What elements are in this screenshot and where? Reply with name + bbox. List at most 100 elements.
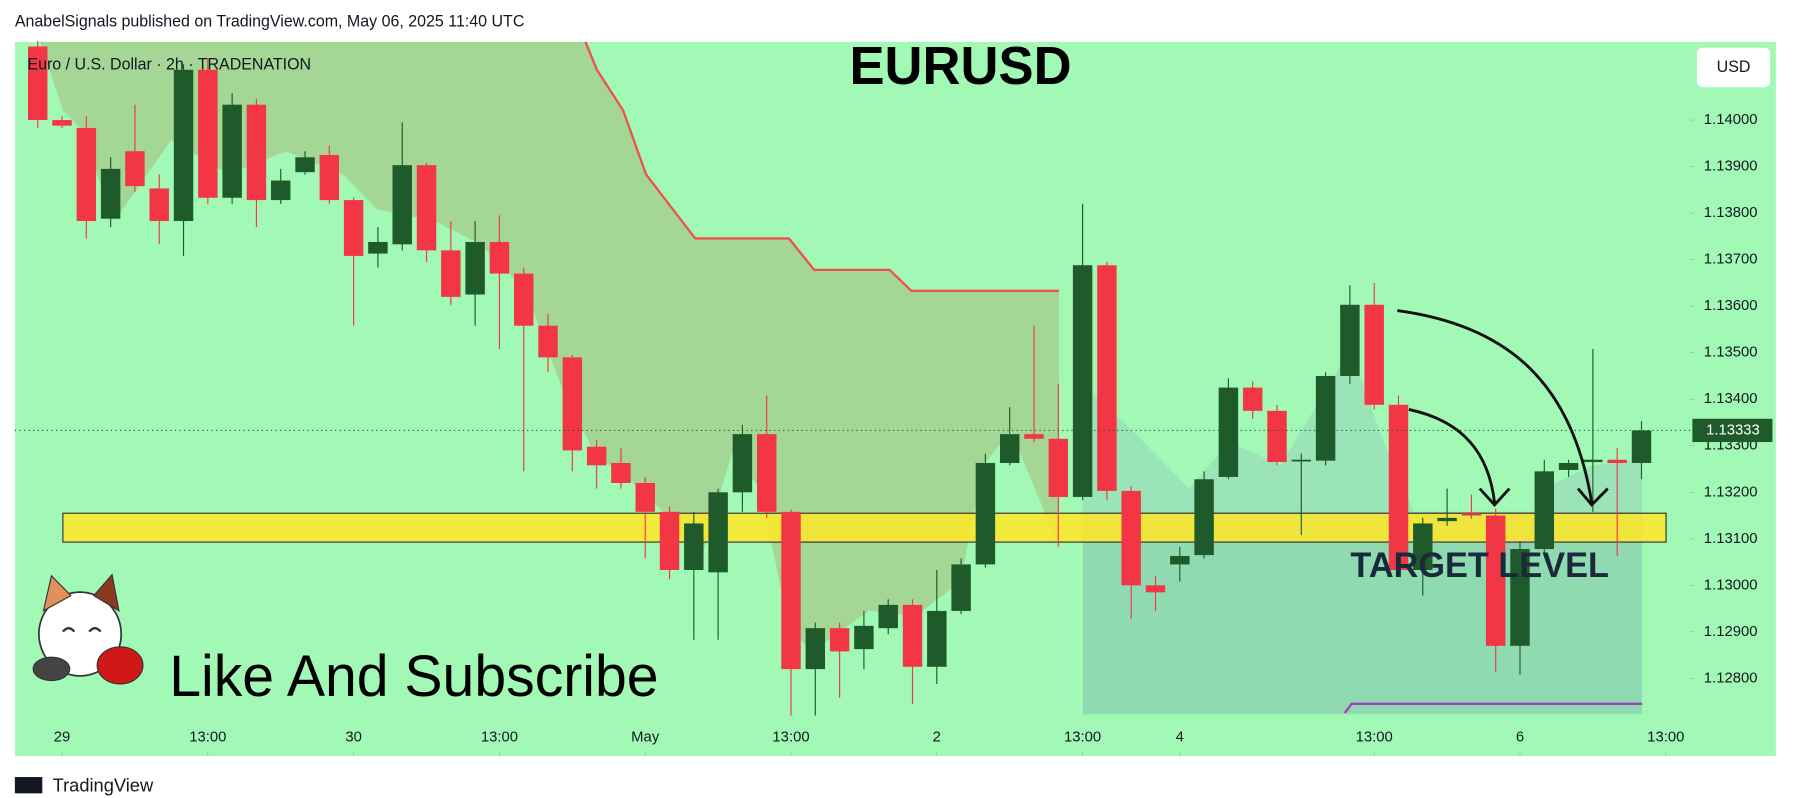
footer-brand: TradingView — [53, 774, 154, 795]
candle-body — [28, 46, 48, 121]
candle-body — [1218, 387, 1239, 477]
candle-body — [1340, 304, 1360, 376]
candle-body — [635, 482, 655, 512]
candle-body — [271, 180, 291, 201]
x-tick-label: 30 — [345, 728, 362, 745]
candle-body — [1315, 375, 1336, 461]
candle-body — [173, 69, 194, 222]
y-tick-label: 1.14000 — [1704, 111, 1758, 128]
candle-body — [100, 168, 121, 219]
x-tick-label: 2 — [933, 728, 941, 745]
subscribe-label: Like And Subscribe — [169, 644, 658, 709]
x-tick-label: 13:00 — [481, 728, 518, 745]
x-tick-label: 13:00 — [772, 728, 809, 745]
candle-body — [1534, 471, 1555, 550]
y-tick-label: 1.13600 — [1704, 297, 1758, 314]
candle-body — [1607, 459, 1627, 463]
x-tick-label: 13:00 — [189, 728, 226, 745]
candle-body — [319, 154, 340, 201]
candle-body — [611, 462, 631, 483]
candle-body — [1413, 523, 1433, 570]
symbol-info: Euro / U.S. Dollar · 2h · TRADENATION — [27, 55, 311, 73]
candle-body — [295, 157, 315, 173]
candle-body — [1048, 438, 1069, 497]
y-tick-label: 1.12800 — [1704, 669, 1758, 686]
candle-body — [708, 492, 728, 573]
logo-mark — [14, 777, 43, 794]
x-tick-label: 6 — [1516, 728, 1524, 745]
currency-box[interactable] — [1696, 47, 1771, 88]
candle-body — [684, 523, 704, 570]
candle-body — [1024, 434, 1044, 439]
candle-body — [222, 104, 242, 198]
candle-body — [1558, 462, 1579, 470]
candle-body — [52, 120, 72, 126]
candle-body — [927, 610, 947, 667]
y-tick-label: 1.13900 — [1704, 157, 1758, 174]
candle-body — [465, 241, 485, 295]
candle-body — [1631, 430, 1652, 463]
candle-body — [1121, 490, 1141, 586]
candle-body — [198, 69, 218, 198]
indicator-line — [1343, 702, 1643, 714]
candle-body — [1097, 265, 1117, 491]
candle-body — [368, 241, 388, 254]
candle-body — [1485, 515, 1506, 646]
chart-title: EURUSD — [849, 37, 1071, 97]
candle-body — [854, 625, 874, 650]
candle-body — [829, 628, 850, 652]
candle-body — [1437, 517, 1457, 522]
x-tick-label: 13:00 — [1064, 728, 1101, 745]
candle-body — [1072, 265, 1093, 497]
candle-body — [659, 511, 680, 570]
candle-body — [514, 273, 534, 326]
candle-body — [732, 434, 753, 493]
candle-body — [1388, 404, 1409, 570]
candle-body — [1170, 556, 1190, 565]
candle-body — [975, 462, 996, 565]
candle-body — [149, 188, 169, 222]
candle-body — [76, 127, 97, 222]
currency-label: USD — [1717, 58, 1751, 76]
mascot — [32, 573, 144, 685]
candle-body — [1364, 304, 1384, 405]
x-tick-label: May — [631, 728, 660, 745]
header: AnabelSignals published on TradingView.c… — [15, 12, 525, 30]
candle-body — [951, 564, 971, 611]
y-tick-label: 1.13000 — [1704, 576, 1758, 593]
y-tick-label: 1.13500 — [1704, 344, 1758, 361]
candle-body — [999, 434, 1020, 463]
candle-body — [1461, 513, 1482, 516]
x-tick-label: 13:00 — [1647, 728, 1684, 745]
candle-body — [1583, 459, 1603, 463]
y-tick-label: 1.13200 — [1704, 483, 1758, 500]
candle-body — [805, 628, 826, 670]
candle-body — [1510, 549, 1530, 646]
candle-body — [586, 446, 607, 466]
last-price-label: 1.13333 — [1706, 421, 1760, 438]
candle-body — [756, 434, 777, 512]
candle-body — [1242, 387, 1263, 411]
candle-body — [562, 357, 583, 451]
candle-body — [1194, 479, 1214, 556]
candle-body — [1267, 410, 1287, 463]
candle-body — [781, 511, 801, 670]
candle-body — [1291, 459, 1312, 462]
candle-body — [125, 151, 145, 187]
x-tick-label: 4 — [1176, 728, 1184, 745]
x-tick-label: 29 — [54, 728, 71, 745]
candle-body — [538, 325, 558, 358]
x-tick-label: 13:00 — [1356, 728, 1393, 745]
candle-body — [416, 165, 437, 251]
candle-body — [489, 241, 510, 274]
y-tick-label: 1.13400 — [1704, 390, 1758, 407]
y-tick-label: 1.13100 — [1704, 530, 1758, 547]
candle-body — [441, 250, 461, 297]
last-price-box — [1692, 418, 1773, 443]
arrow — [1397, 309, 1594, 503]
arrow-head — [1478, 487, 1511, 507]
candle-body — [246, 104, 267, 201]
y-tick-label: 1.13800 — [1704, 204, 1758, 221]
y-tick-label: 1.12900 — [1704, 623, 1758, 640]
